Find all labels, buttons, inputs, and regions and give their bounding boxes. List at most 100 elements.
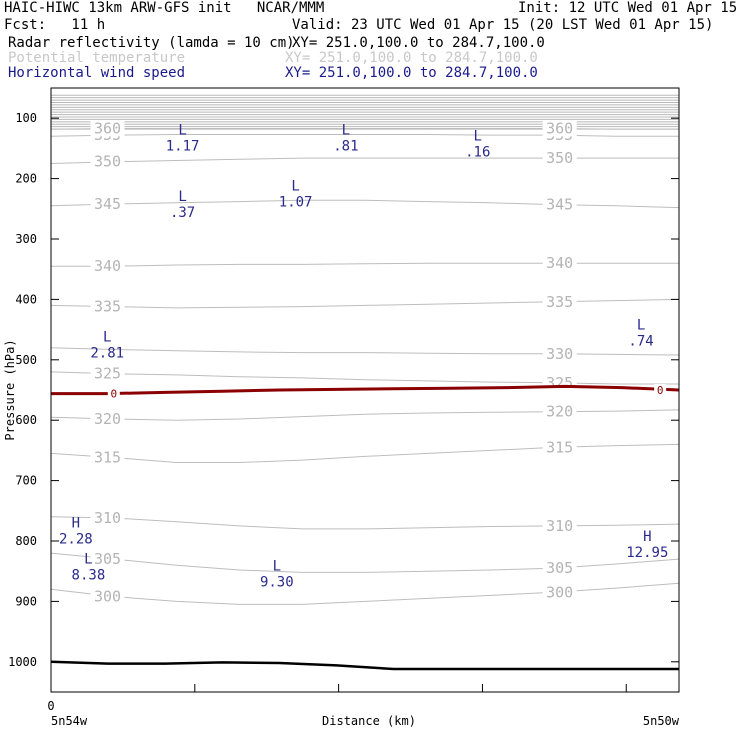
- theta-contour-label: 325: [94, 365, 121, 383]
- contour-label-bg: [542, 255, 577, 272]
- theta-contour-label: 350: [546, 149, 573, 167]
- contour-label-bg: [542, 293, 577, 310]
- x-axis: [194, 684, 627, 692]
- valid-time: Valid: 23 UTC Wed 01 Apr 15 (20 LST Wed …: [292, 17, 714, 33]
- extremum-value: 1.07: [279, 195, 313, 211]
- extremum-value: 2.28: [59, 532, 93, 548]
- extremum-type: L: [291, 179, 299, 195]
- extremum-value: 12.95: [626, 545, 668, 561]
- theta-contour-label: 320: [546, 403, 573, 421]
- contour-label-bg: [90, 153, 125, 170]
- theta-contour-340: [51, 262, 679, 267]
- y-axis: 100 200 300 400 500 600 700 800 900 1000: [8, 111, 679, 669]
- extremum-value: 8.38: [72, 567, 106, 583]
- extremum-type: L: [342, 123, 350, 139]
- extremum-value: 9.30: [260, 575, 294, 591]
- contour-label-bg: [90, 195, 125, 212]
- init-time: Init: 12 UTC Wed 01 Apr 15: [518, 0, 738, 16]
- contour-label-bg: [542, 150, 577, 167]
- theta-contour-label: 360: [94, 119, 121, 137]
- plot-frame: [50, 87, 680, 693]
- terrain-surface: [50, 660, 679, 671]
- theta-contour-335: [50, 298, 680, 309]
- theta-contour-label: 305: [94, 550, 121, 568]
- extremum-value: .16: [465, 145, 490, 161]
- theta-contour-320: [50, 409, 680, 421]
- upper-isentrope-band: [51, 94, 679, 130]
- x-axis-title: Distance (km): [322, 714, 416, 728]
- extremum-type: H: [72, 516, 80, 532]
- theta-contour-345: [50, 199, 680, 209]
- theta-contour-315: [50, 443, 680, 463]
- extremum-value: 1.17: [166, 139, 200, 155]
- y-tick-label: 1000: [8, 655, 37, 669]
- contour-label-bg: [90, 120, 125, 137]
- extremum-type: H: [643, 529, 651, 545]
- zero-label-bg: [107, 387, 120, 400]
- y-tick-label: 100: [15, 111, 37, 125]
- theta-contour-label: 310: [94, 509, 121, 527]
- extremum-type: L: [474, 129, 482, 145]
- extremum-type: L: [178, 189, 186, 205]
- theta-contour-label: 350: [94, 153, 121, 171]
- field-name-reflectivity: Radar reflectivity (lamda = 10 cm): [8, 35, 295, 51]
- zero-contour-label: 0: [657, 384, 664, 397]
- zero-contour-line: [51, 384, 680, 396]
- extremum-type: L: [84, 551, 92, 567]
- potential-temperature-contours: 300 300 305 305 310 310 315 315 320 320 325 325 330 3…: [50, 119, 680, 606]
- y-tick-label: 200: [15, 172, 37, 186]
- field-name-wind: Horizontal wind speed: [8, 65, 186, 81]
- field-name-theta: Potential temperature: [8, 50, 186, 66]
- field-xy-theta: XY= 251.0,100.0 to 284.7,100.0: [285, 50, 538, 66]
- contour-label-bg: [90, 449, 125, 466]
- contour-label-bg: [90, 258, 125, 275]
- theta-contour-label: 325: [546, 374, 573, 392]
- theta-contour-label: 305: [546, 559, 573, 577]
- contour-label-bg: [90, 298, 125, 315]
- extremum-value: .81: [333, 139, 358, 155]
- contour-label-bg: [90, 510, 125, 527]
- contour-label-bg: [542, 560, 577, 577]
- theta-contour-label: 340: [546, 254, 573, 272]
- theta-contour-label: 335: [94, 298, 121, 316]
- theta-contour-label: 310: [546, 517, 573, 535]
- extremum-type: L: [178, 123, 186, 139]
- y-tick-label: 900: [15, 594, 37, 608]
- theta-contour-label: 315: [94, 449, 121, 467]
- contour-label-bg: [542, 196, 577, 213]
- contour-label-bg: [90, 365, 125, 382]
- y-tick-label: 400: [15, 292, 37, 306]
- contour-label-bg: [542, 439, 577, 456]
- x-right-label: 5n50w: [643, 714, 680, 728]
- theta-contour-330: [50, 347, 680, 356]
- theta-contour-label: 330: [546, 345, 573, 363]
- contour-label-bg: [90, 410, 125, 427]
- y-tick-label: 500: [15, 353, 37, 367]
- contour-label-bg: [542, 517, 577, 534]
- x-start-label: 0: [47, 699, 54, 713]
- y-tick-label: 800: [15, 534, 37, 548]
- zero-label-bg: [654, 384, 667, 396]
- theta-contour-label: 315: [546, 438, 573, 456]
- contour-label-bg: [90, 551, 125, 568]
- theta-contour-355: [50, 134, 679, 137]
- contour-label-bg: [542, 120, 577, 137]
- theta-contour-325: [50, 371, 679, 385]
- field-xy-wind: XY= 251.0,100.0 to 284.7,100.0: [285, 65, 538, 81]
- extremum-type: L: [637, 318, 645, 334]
- theta-contour-label: 345: [546, 196, 573, 214]
- y-tick-label: 300: [15, 232, 37, 246]
- surface-line: [50, 660, 679, 671]
- zero-contour-label: 0: [110, 388, 117, 401]
- extremum-type: L: [273, 559, 281, 575]
- theta-contour-label: 340: [94, 257, 121, 275]
- extremum-type: L: [103, 330, 111, 346]
- contour-label-bg: [542, 345, 577, 362]
- field-xy-reflectivity: XY= 251.0,100.0 to 284.7,100.0: [292, 35, 545, 51]
- theta-contour-310: [50, 516, 680, 530]
- x-left-label: 5n54w: [51, 714, 88, 728]
- y-tick-label: 600: [15, 413, 37, 427]
- y-axis-title: Pressure (hPa): [3, 339, 17, 440]
